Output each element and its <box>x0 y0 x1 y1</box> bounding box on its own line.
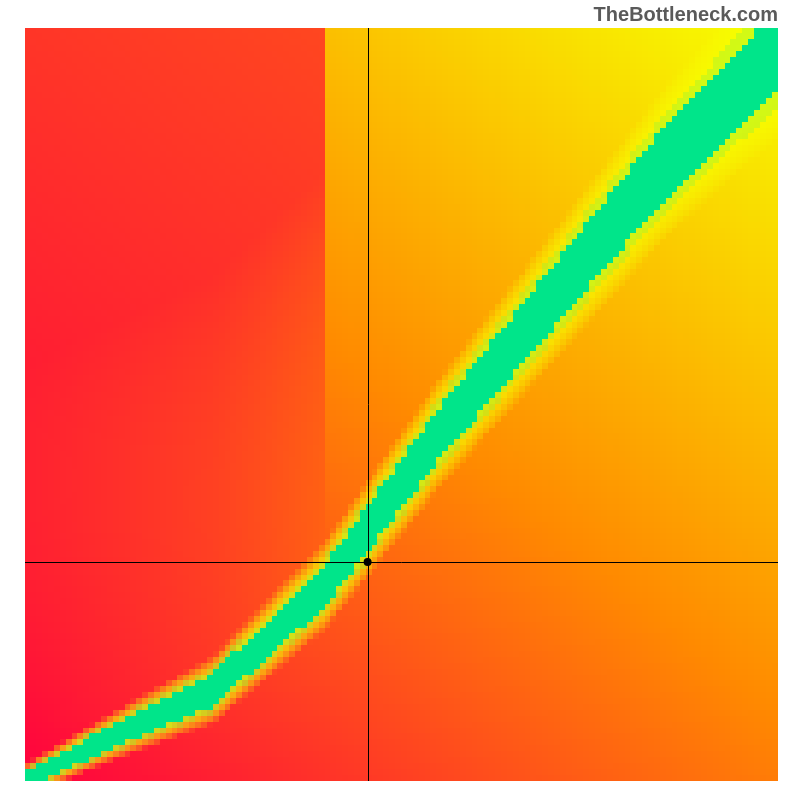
bottleneck-heatmap <box>25 28 778 781</box>
watermark-text: TheBottleneck.com <box>594 4 778 27</box>
bottleneck-heatmap-container <box>25 28 778 781</box>
